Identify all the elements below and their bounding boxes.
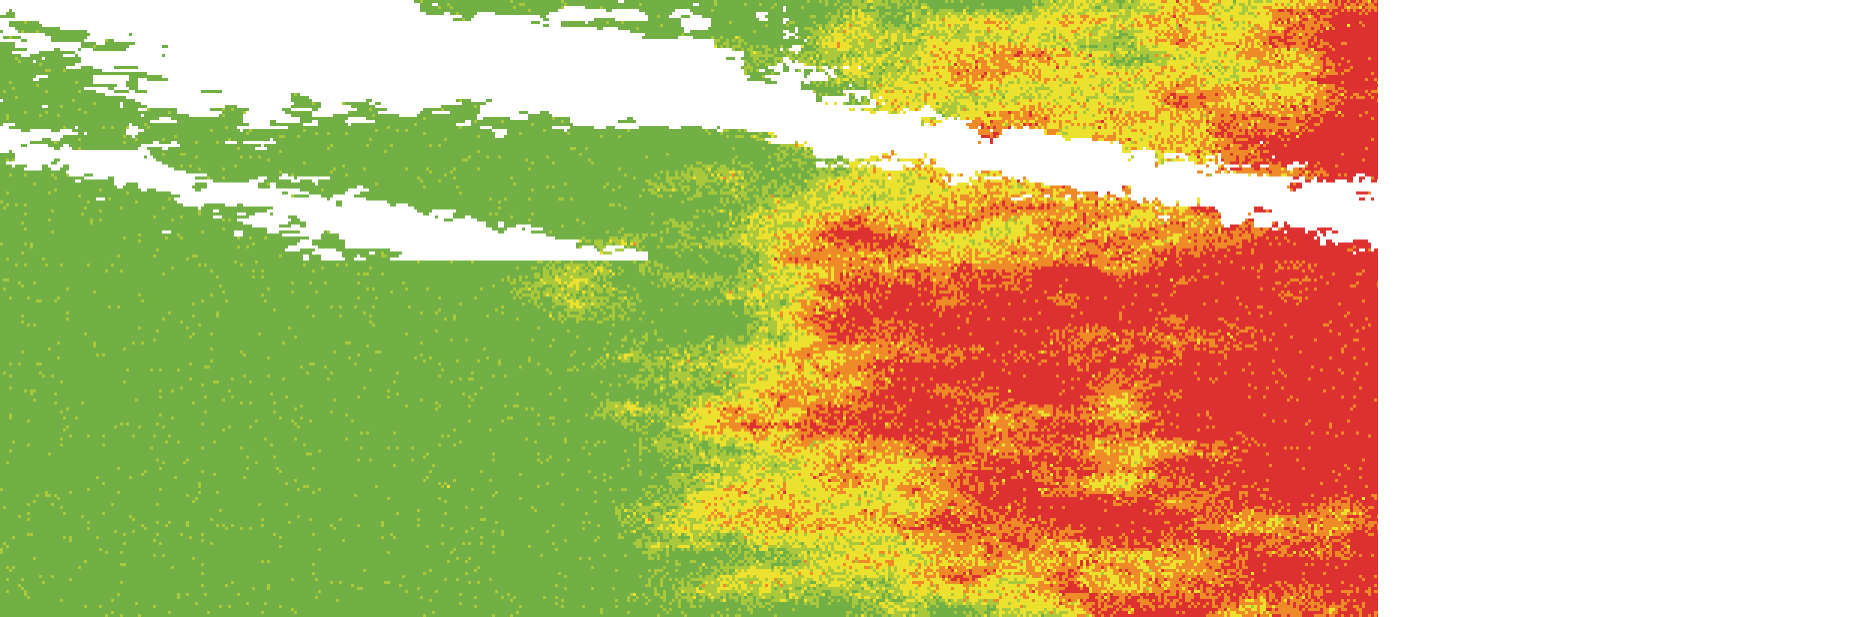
classified-raster-layer[interactable] [0, 0, 1378, 617]
map-viewport[interactable]: Classified Raster Map Classified Raster … [0, 0, 1854, 617]
